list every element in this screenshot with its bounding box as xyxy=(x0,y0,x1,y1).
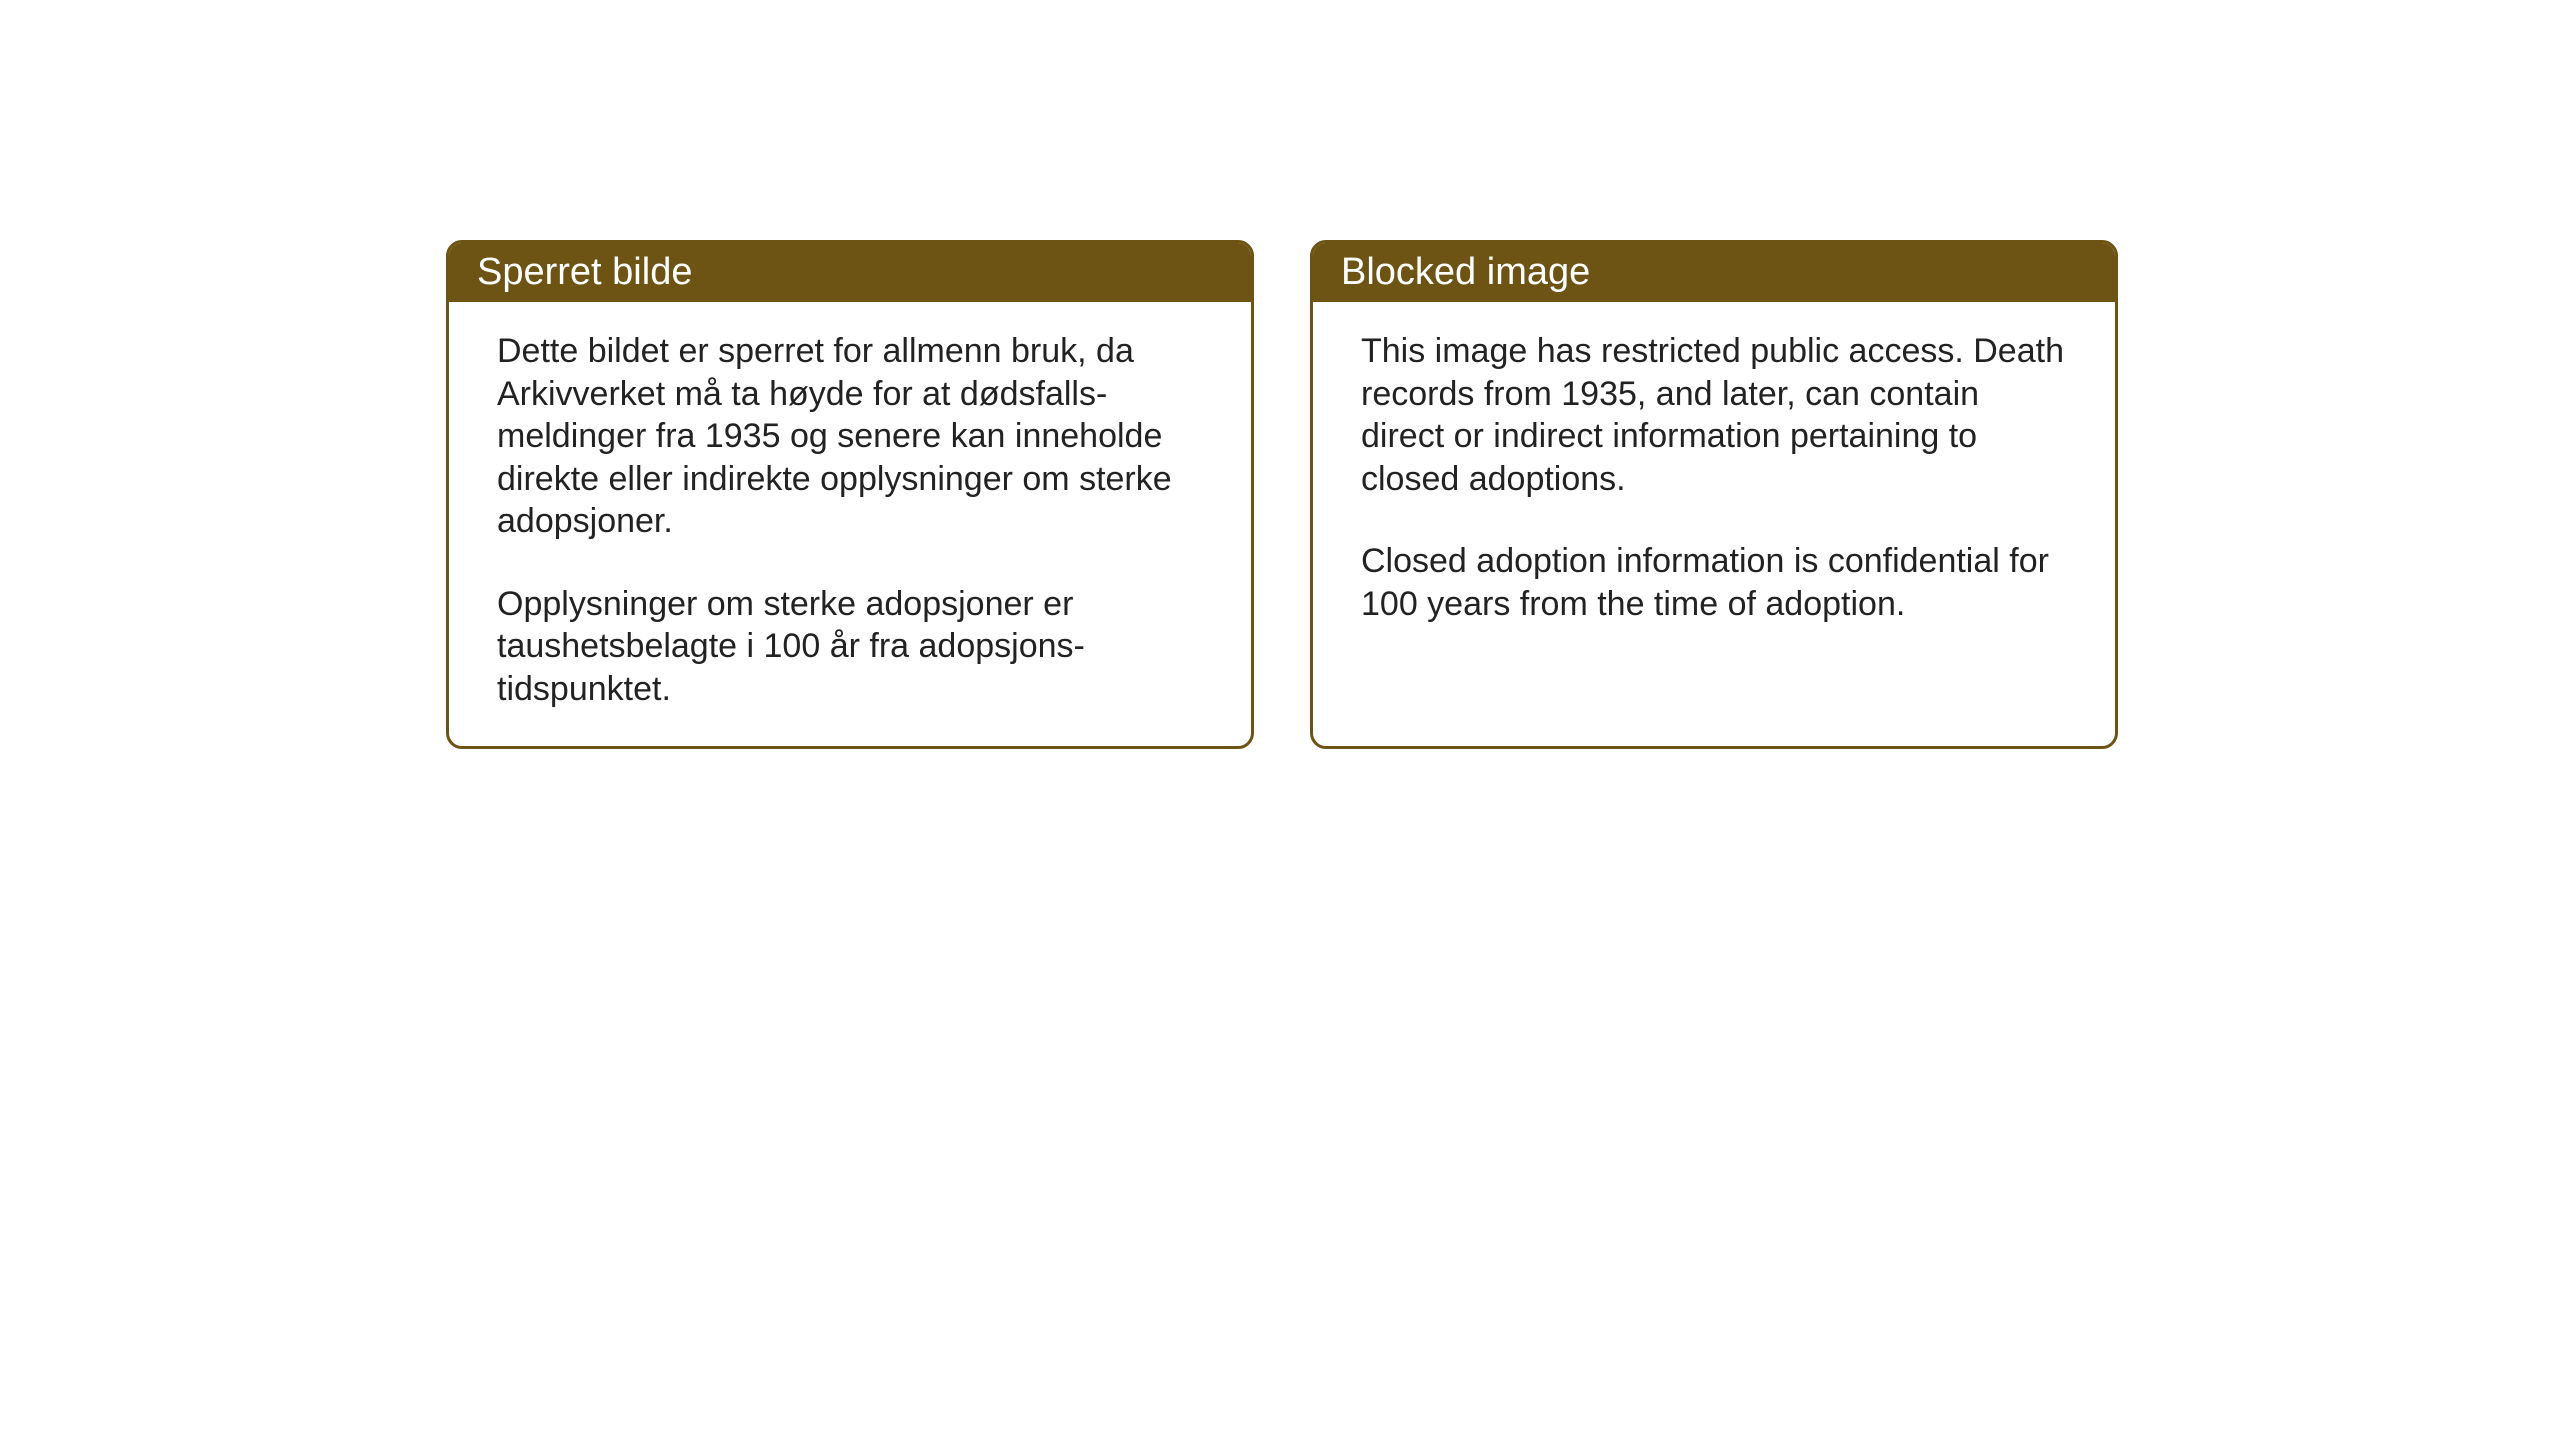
notice-title-norwegian: Sperret bilde xyxy=(477,251,692,293)
notice-body-norwegian: Dette bildet er sperret for allmenn bruk… xyxy=(449,302,1251,746)
notice-body-english: This image has restricted public access.… xyxy=(1313,302,2115,661)
notice-container: Sperret bilde Dette bildet er sperret fo… xyxy=(446,240,2118,749)
notice-header-norwegian: Sperret bilde xyxy=(449,243,1251,302)
notice-paragraph-1-norwegian: Dette bildet er sperret for allmenn bruk… xyxy=(497,330,1203,543)
notice-header-english: Blocked image xyxy=(1313,243,2115,302)
notice-paragraph-2-english: Closed adoption information is confident… xyxy=(1361,540,2067,625)
notice-title-english: Blocked image xyxy=(1341,251,1590,293)
notice-box-norwegian: Sperret bilde Dette bildet er sperret fo… xyxy=(446,240,1254,749)
notice-paragraph-2-norwegian: Opplysninger om sterke adopsjoner er tau… xyxy=(497,583,1203,711)
notice-box-english: Blocked image This image has restricted … xyxy=(1310,240,2118,749)
notice-paragraph-1-english: This image has restricted public access.… xyxy=(1361,330,2067,500)
